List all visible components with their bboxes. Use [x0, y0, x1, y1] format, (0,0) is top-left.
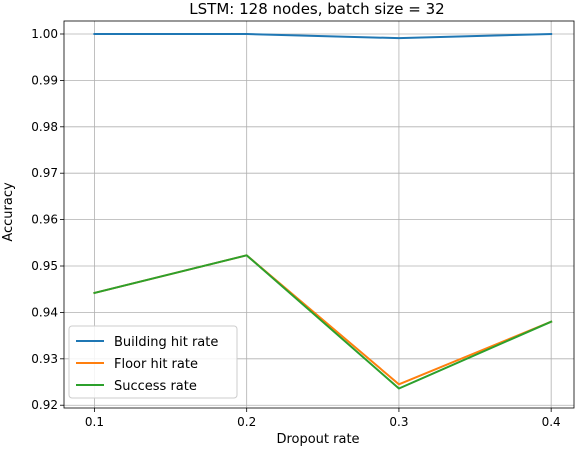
y-tick-label: 0.93	[31, 352, 58, 366]
legend: Building hit rate Floor hit rate Success r…	[68, 325, 238, 399]
legend-label: Success rate	[114, 379, 197, 394]
x-tick-label: 0.3	[389, 415, 408, 429]
y-tick-label: 0.96	[31, 213, 58, 227]
y-tick-label: 0.92	[31, 398, 58, 412]
series-lines	[93, 32, 553, 390]
y-axis-label: Accuracy	[1, 182, 16, 242]
y-tick-label: 0.97	[31, 166, 58, 180]
legend-label: Floor hit rate	[114, 357, 198, 372]
y-tick-label: 0.94	[31, 305, 58, 319]
y-tick-label: 0.98	[31, 120, 58, 134]
series-line-3	[93, 254, 553, 390]
y-tick-label: 0.99	[31, 73, 58, 87]
series-line-1	[93, 32, 553, 40]
x-axis-label: Dropout rate	[276, 432, 359, 447]
axis-ticks: 0.1 0.2 0.3 0.4 0.92 0.93 0.94 0.95 0.96 0.97 0.98…	[31, 27, 560, 429]
x-tick-label: 0.2	[237, 415, 256, 429]
legend-label: Building hit rate	[114, 335, 218, 350]
x-tick-label: 0.1	[85, 415, 104, 429]
y-tick-label: 0.95	[31, 259, 58, 273]
x-tick-label: 0.4	[542, 415, 561, 429]
chart-title: LSTM: 128 nodes, batch size = 32	[189, 0, 444, 18]
grid-lines	[64, 21, 574, 408]
plot-area-frame	[63, 20, 575, 409]
legend-box	[68, 325, 238, 399]
y-tick-label: 1.00	[31, 27, 58, 41]
